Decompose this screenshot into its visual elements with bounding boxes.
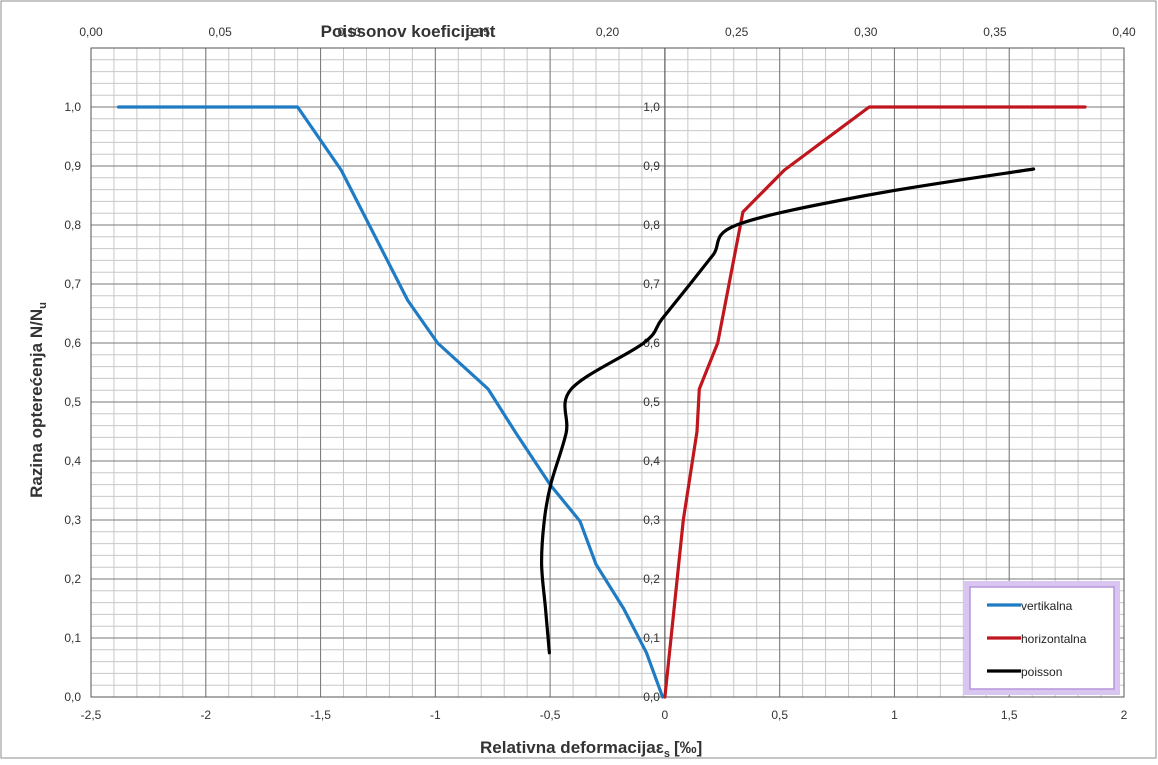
x2-tick-label: 0,25 — [725, 25, 749, 39]
y-tick-label: 0,9 — [64, 159, 81, 173]
y2-tick-label: 0,4 — [643, 454, 660, 468]
y-tick-label: 0,5 — [64, 395, 81, 409]
x-axis-title-text: Relativna deformacija — [480, 738, 656, 757]
x2-tick-label: 0,35 — [983, 25, 1007, 39]
legend-label-poisson: poisson — [1021, 665, 1062, 679]
x-tick-label: 0 — [662, 708, 669, 722]
y-tick-label: 1,0 — [64, 100, 81, 114]
y-tick-label: 0,4 — [64, 454, 81, 468]
chart-title: Poissonov koeficijent — [321, 22, 496, 41]
x2-tick-label: 0,15 — [467, 25, 491, 39]
x-axis-title-subscript: s — [664, 748, 670, 760]
y2-tick-label: 0,9 — [643, 159, 660, 173]
x-tick-label: -1,5 — [310, 708, 331, 722]
legend-item-poisson: poisson — [987, 665, 1062, 679]
x-tick-label: -2 — [200, 708, 211, 722]
series-line-vertikalna — [116, 105, 665, 699]
y2-tick-label: 0,3 — [643, 513, 660, 527]
legend-item-vertikalna: vertikalna — [987, 599, 1073, 613]
y-tick-label: 0,8 — [64, 218, 81, 232]
y-tick-label: 0,1 — [64, 631, 81, 645]
y2-tick-label: 0,8 — [643, 218, 660, 232]
x2-tick-label: 0,05 — [208, 25, 232, 39]
x-axis-title-symbol: ε — [656, 738, 664, 757]
y2-tick-label: 0,1 — [643, 631, 660, 645]
axis-layer: -2,5 -2 -1,5 -1 -0,5 0 0,5 1 1,5 2 0,00 0,05 0,10 0,1… — [64, 25, 1136, 722]
x-tick-label: 1,5 — [1001, 708, 1018, 722]
x-tick-label: 1 — [891, 708, 898, 722]
y-axis-title-text: Razina opterećenja N/N — [27, 309, 46, 498]
legend-glow — [964, 581, 1120, 695]
x-tick-label: -1 — [430, 708, 441, 722]
x-tick-label: -0,5 — [540, 708, 561, 722]
x2-tick-label: 0,30 — [854, 25, 878, 39]
y2-tick-label: 0,0 — [643, 690, 660, 704]
y-tick-label: 0,7 — [64, 277, 81, 291]
y-tick-label: 0,3 — [64, 513, 81, 527]
legend-item-horizontalna: horizontalna — [987, 632, 1087, 646]
y-tick-label: 0,2 — [64, 572, 81, 586]
y2-tick-label: 0,7 — [643, 277, 660, 291]
y-tick-label: 0,0 — [64, 690, 81, 704]
plot-area-border — [90, 47, 1125, 698]
x-axis-title: Relativna deformacijaεs [‰] — [480, 738, 702, 760]
x-tick-label: 2 — [1121, 708, 1128, 722]
y-tick-label: 0,6 — [64, 336, 81, 350]
x-tick-label: 0,5 — [771, 708, 788, 722]
y2-tick-label: 0,2 — [643, 572, 660, 586]
y2-tick-label: 0,5 — [643, 395, 660, 409]
x2-tick-label: 0,10 — [338, 25, 362, 39]
y-axis-title: Razina opterećenja N/Nu — [27, 302, 49, 498]
legend-label-vertikalna: vertikalna — [1021, 599, 1073, 613]
x-axis-title-unit: [‰] — [674, 738, 702, 757]
x2-tick-label: 0,40 — [1112, 25, 1136, 39]
x2-tick-label: 0,20 — [596, 25, 620, 39]
series-line-poisson — [539, 167, 1036, 655]
x2-tick-label: 0,00 — [79, 25, 103, 39]
x-tick-label: -2,5 — [81, 708, 102, 722]
series-line-horizontalna — [663, 105, 1087, 699]
legend: vertikalna horizontalna poisson — [964, 581, 1120, 695]
grid-layer — [90, 47, 1125, 698]
legend-label-horizontalna: horizontalna — [1021, 632, 1087, 646]
y2-tick-label: 1,0 — [643, 100, 660, 114]
y-axis-title-subscript: u — [37, 302, 49, 309]
series-layer — [116, 105, 1087, 699]
